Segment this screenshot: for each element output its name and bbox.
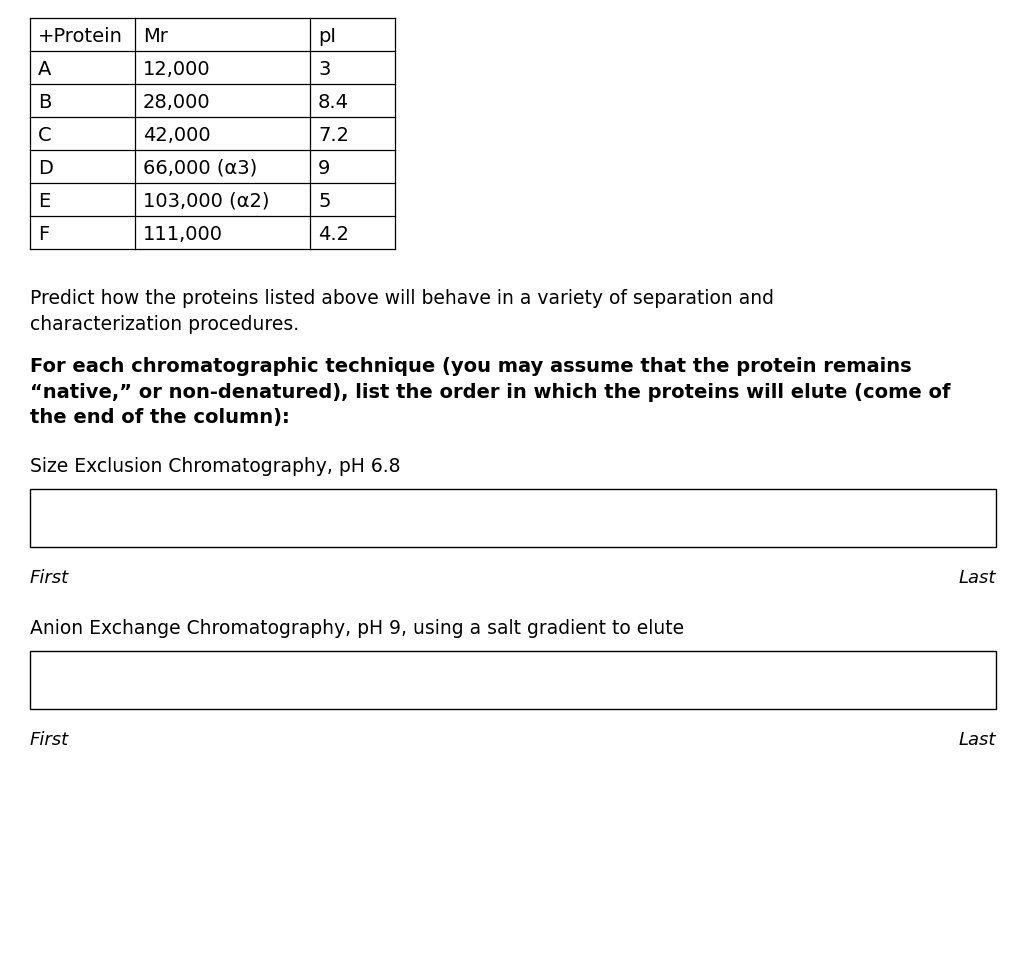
Text: 66,000 (α3): 66,000 (α3)	[143, 158, 257, 178]
Text: 28,000: 28,000	[143, 92, 211, 112]
Text: +Protein: +Protein	[38, 26, 123, 46]
Bar	[30, 651, 996, 709]
Text: D: D	[38, 158, 53, 178]
Text: 111,000: 111,000	[143, 225, 223, 244]
Text: First: First	[30, 569, 70, 587]
Text: B: B	[38, 92, 51, 112]
Text: 12,000: 12,000	[143, 59, 211, 79]
Text: pI: pI	[318, 26, 336, 46]
Bar	[30, 489, 996, 547]
Text: C: C	[38, 125, 51, 145]
Text: Size Exclusion Chromatography, pH 6.8: Size Exclusion Chromatography, pH 6.8	[30, 457, 400, 476]
Text: First: First	[30, 731, 70, 749]
Text: Anion Exchange Chromatography, pH 9, using a salt gradient to elute: Anion Exchange Chromatography, pH 9, usi…	[30, 619, 684, 638]
Text: 103,000 (α2): 103,000 (α2)	[143, 191, 269, 211]
Text: Last: Last	[958, 569, 996, 587]
Text: 5: 5	[318, 191, 331, 211]
Text: 8.4: 8.4	[318, 92, 349, 112]
Text: 9: 9	[318, 158, 331, 178]
Text: For each chromatographic technique (you may assume that the protein remains
“nat: For each chromatographic technique (you …	[30, 357, 950, 428]
Text: E: E	[38, 191, 50, 211]
Text: 42,000: 42,000	[143, 125, 211, 145]
Text: 7.2: 7.2	[318, 125, 349, 145]
Text: 4.2: 4.2	[318, 225, 349, 244]
Text: 3: 3	[318, 59, 331, 79]
Text: A: A	[38, 59, 51, 79]
Text: Mr: Mr	[143, 26, 168, 46]
Text: F: F	[38, 225, 49, 244]
Text: Last: Last	[958, 731, 996, 749]
Text: Predict how the proteins listed above will behave in a variety of separation and: Predict how the proteins listed above wi…	[30, 289, 774, 333]
